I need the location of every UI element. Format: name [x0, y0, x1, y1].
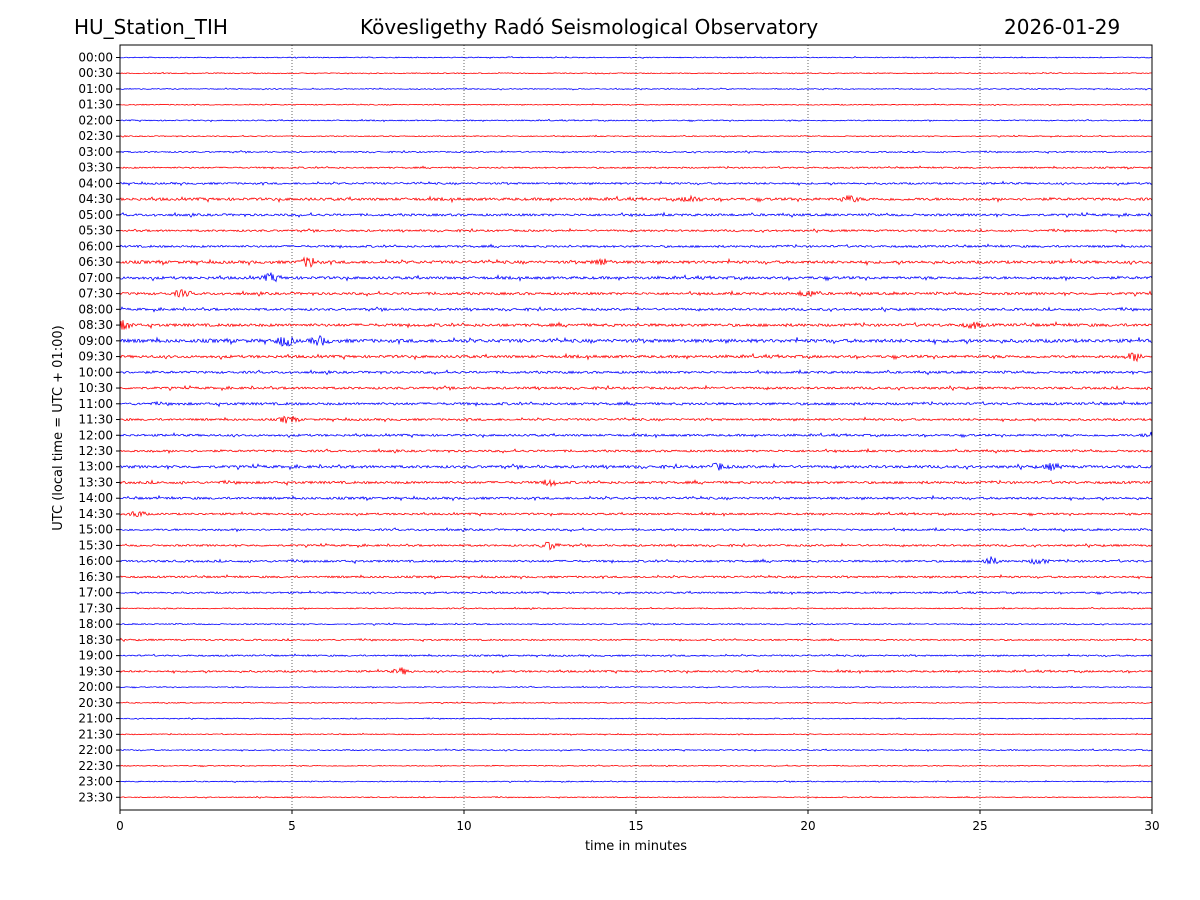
y-tick-label: 20:00: [78, 680, 113, 694]
trace-2200: [119, 748, 1153, 752]
y-tick-label: 12:30: [78, 444, 113, 458]
y-tick-label: 07:00: [78, 271, 113, 285]
y-tick-label: 02:30: [78, 129, 113, 143]
trace-1130: [119, 415, 1153, 424]
trace-0730: [119, 289, 1153, 298]
y-tick-label: 14:00: [78, 491, 113, 505]
y-tick-label: 16:00: [78, 554, 113, 568]
y-tick-label: 05:30: [78, 224, 113, 238]
y-tick-label: 10:00: [78, 365, 113, 379]
station-name: HU_Station_TIH: [74, 15, 228, 39]
trace-1100: [119, 400, 1153, 408]
trace-1730: [119, 606, 1153, 611]
grid-lines: [291, 45, 981, 810]
y-tick-label: 03:30: [78, 161, 113, 175]
trace-1430: [119, 511, 1153, 518]
y-tick-label: 06:00: [78, 239, 113, 253]
y-tick-label: 15:00: [78, 523, 113, 537]
trace-1230: [119, 447, 1153, 454]
trace-2130: [119, 732, 1153, 736]
y-tick-label: 20:30: [78, 696, 113, 710]
trace-0300: [119, 149, 1153, 154]
y-tick-label: 19:30: [78, 664, 113, 678]
y-tick-label: 23:00: [78, 775, 113, 789]
x-tick-label: 10: [456, 819, 471, 833]
y-tick-label: 09:00: [78, 334, 113, 348]
trace-1930: [119, 667, 1153, 675]
y-tick-label: 03:00: [78, 145, 113, 159]
y-tick-label: 22:30: [78, 759, 113, 773]
y-tick-label: 01:00: [78, 82, 113, 96]
y-tick-label: 13:30: [78, 475, 113, 489]
y-tick-label: 00:30: [78, 66, 113, 80]
y-tick-label: 11:30: [78, 413, 113, 427]
x-tick-label: 15: [628, 819, 643, 833]
y-tick-label: 00:00: [78, 51, 113, 65]
y-tick-label: 08:00: [78, 302, 113, 316]
trace-2100: [119, 717, 1153, 721]
x-tick-label: 20: [800, 819, 815, 833]
y-tick-label: 05:00: [78, 208, 113, 222]
y-tick-label: 14:30: [78, 507, 113, 521]
trace-0030: [119, 71, 1153, 75]
y-tick-label: 16:30: [78, 570, 113, 584]
y-tick-label: 09:30: [78, 350, 113, 364]
trace-0100: [119, 87, 1153, 91]
y-tick-label: 12:00: [78, 428, 113, 442]
trace-0500: [119, 211, 1153, 219]
y-tick-label: 15:30: [78, 538, 113, 552]
y-tick-label: 08:30: [78, 318, 113, 332]
y-tick-label: 17:30: [78, 601, 113, 615]
x-tick-label: 0: [116, 819, 124, 833]
x-tick-label: 5: [288, 819, 296, 833]
trace-1500: [119, 526, 1153, 533]
trace-2330: [119, 795, 1153, 799]
trace-0700: [119, 272, 1153, 283]
y-tick-label: 04:30: [78, 192, 113, 206]
y-tick-label: 17:00: [78, 586, 113, 600]
x-tick-label: 30: [1144, 819, 1159, 833]
y-tick-label: 06:30: [78, 255, 113, 269]
observatory-title: Kövesligethy Radó Seismological Observat…: [360, 15, 819, 39]
trace-1000: [119, 368, 1153, 376]
y-tick-label: 02:00: [78, 113, 113, 127]
x-tick-label: 25: [972, 819, 987, 833]
x-axis-label: time in minutes: [585, 839, 687, 854]
y-tick-label: 13:00: [78, 460, 113, 474]
y-tick-label: 19:00: [78, 649, 113, 663]
y-tick-label: 01:30: [78, 98, 113, 112]
y-tick-label: 04:00: [78, 176, 113, 190]
y-tick-label: 07:30: [78, 287, 113, 301]
trace-1600: [119, 556, 1153, 565]
trace-1030: [119, 384, 1153, 392]
trace-0900: [119, 334, 1153, 347]
y-tick-label: 18:00: [78, 617, 113, 631]
y-tick-label: 23:30: [78, 790, 113, 804]
y-tick-label: 10:30: [78, 381, 113, 395]
y-axis-label: UTC (local time = UTC + 01:00): [51, 325, 66, 530]
y-tick-label: 21:00: [78, 712, 113, 726]
trace-2300: [119, 779, 1153, 784]
y-tick-label: 21:30: [78, 727, 113, 741]
trace-group: [119, 55, 1153, 799]
trace-1530: [119, 541, 1153, 551]
y-tick-label: 11:00: [78, 397, 113, 411]
trace-0130: [119, 103, 1153, 107]
y-tick-label: 18:30: [78, 633, 113, 647]
x-axis-ticks: 0 5 10 15 20 25 30: [116, 810, 1160, 833]
plot-date: 2026-01-29: [1004, 15, 1121, 39]
y-tick-label: 22:00: [78, 743, 113, 757]
trace-1300: [119, 462, 1153, 471]
